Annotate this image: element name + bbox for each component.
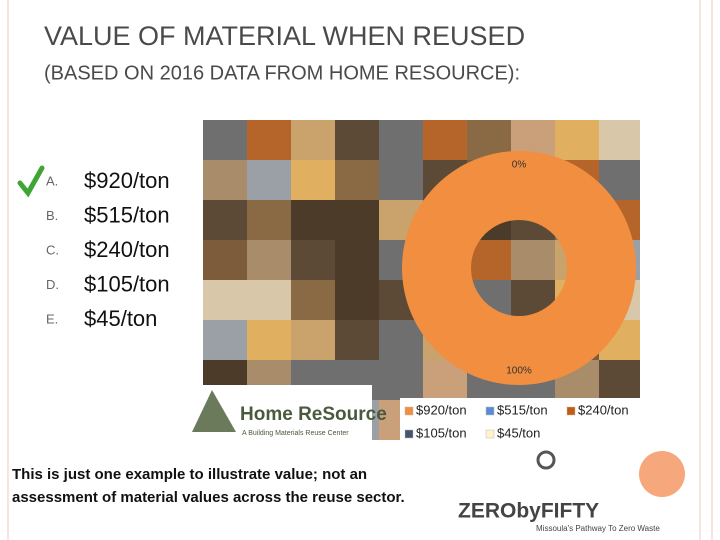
option-letter: C. (46, 242, 59, 257)
photo-tile (291, 160, 335, 200)
photo-tile (203, 280, 247, 320)
logo-icon (536, 450, 556, 470)
legend-label: $105/ton (416, 425, 467, 440)
option-list: A. $920/ton B. $515/ton C. $240/ton D. $105/ton… (46, 168, 170, 331)
photo-tile (379, 360, 423, 400)
photo-tile (335, 120, 379, 160)
photo-tile (291, 240, 335, 280)
option-letter: E. (46, 311, 58, 326)
photo-tile (335, 240, 379, 280)
legend-label: $515/ton (497, 402, 548, 417)
photo-tile (291, 280, 335, 320)
title: VALUE OF MATERIAL WHEN REUSED (44, 21, 525, 51)
logo-tagline: A Building Materials Reuse Center (242, 430, 349, 437)
photo-tile (291, 200, 335, 240)
photo-tile (203, 240, 247, 280)
photo-tile (379, 160, 423, 200)
legend-swatch (485, 406, 495, 416)
donut-chart: 100% 0% $920/ton $515/ton $240/ton $105/ton $4… (400, 151, 640, 445)
footnote: This is just one example to illustrate v… (12, 466, 405, 506)
photo-tile (335, 200, 379, 240)
photo-tile (291, 120, 335, 160)
photo-tile (511, 240, 555, 280)
legend-label: $45/ton (497, 425, 540, 440)
photo-tile (599, 120, 640, 160)
option-letter: B. (46, 208, 58, 223)
photo-tile (291, 320, 335, 360)
photo-tile (335, 320, 379, 360)
option-text: $920/ton (84, 168, 170, 193)
legend-label: $240/ton (578, 402, 629, 417)
photo-tile (203, 120, 247, 160)
option-letter: D. (46, 277, 59, 292)
logo-text: Home ReSource (240, 404, 387, 425)
logo-icon (192, 390, 236, 432)
option-text: $105/ton (84, 271, 170, 296)
photo-tile (203, 160, 247, 200)
legend-box (400, 398, 640, 445)
photo-tile (599, 360, 640, 400)
option-text: $45/ton (84, 306, 157, 331)
option-text: $240/ton (84, 237, 170, 262)
photo-tile (423, 120, 467, 160)
photo-tile (203, 200, 247, 240)
logo-tagline: Missoula's Pathway To Zero Waste (536, 524, 660, 533)
legend-swatch (404, 429, 414, 439)
photo-tile (379, 320, 423, 360)
donut-slice (402, 151, 636, 385)
photo-tile (247, 320, 291, 360)
legend-swatch (404, 406, 414, 416)
option-letter: A. (46, 173, 58, 188)
option-text: $515/ton (84, 202, 170, 227)
legend-swatch (485, 429, 495, 439)
photo-tile (247, 200, 291, 240)
photo-tile (379, 120, 423, 160)
photo-tile (335, 160, 379, 200)
photo-tile (335, 280, 379, 320)
data-label: 0% (512, 160, 527, 171)
photo-tile (247, 120, 291, 160)
photo-tile (203, 320, 247, 360)
photo-tile (555, 120, 599, 160)
subtitle: (BASED ON 2016 DATA FROM HOME RESOURCE): (44, 62, 520, 84)
data-label: 100% (506, 366, 532, 377)
legend-label: $920/ton (416, 402, 467, 417)
photo-tile (247, 280, 291, 320)
home-resource-logo: Home ReSource A Building Materials Reuse… (188, 385, 387, 440)
logo-text: ZERObyFIFTY (458, 500, 599, 523)
photo-tile (247, 240, 291, 280)
zero-logo: ZERObyFIFTY Missoula's Pathway To Zero W… (458, 450, 660, 533)
checkmark (17, 165, 45, 198)
decor-circle (639, 451, 685, 497)
photo-tile (247, 160, 291, 200)
legend-swatch (566, 406, 576, 416)
